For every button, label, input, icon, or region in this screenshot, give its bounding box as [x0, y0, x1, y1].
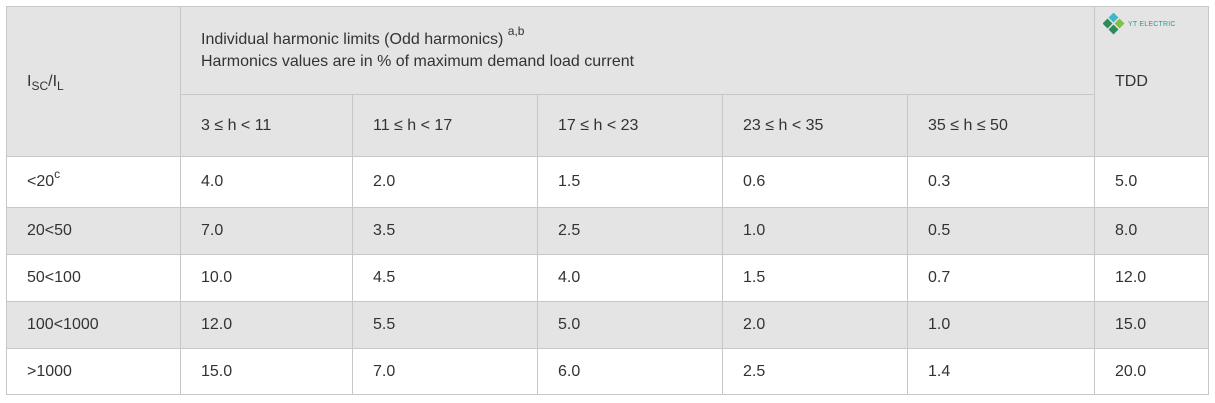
table-row: 50<100 10.0 4.5 4.0 1.5 0.7 12.0 — [6, 254, 1210, 302]
ratio-cell: 20<50 — [6, 207, 181, 255]
value-cell: 5.5 — [352, 301, 538, 349]
tdd-cell: 20.0 — [1094, 348, 1210, 395]
value-cell: 1.0 — [906, 301, 1096, 349]
range-header-1: 11 ≤ h < 17 — [352, 94, 538, 157]
tdd-header-cell: YT ELECTRIC TDD — [1094, 6, 1210, 157]
value-cell: 7.0 — [352, 348, 538, 395]
value-cell: 0.5 — [906, 207, 1096, 255]
range-header-3: 23 ≤ h < 35 — [722, 94, 908, 157]
value-cell: 1.5 — [722, 254, 908, 302]
table-row: 20<50 7.0 3.5 2.5 1.0 0.5 8.0 — [6, 207, 1210, 255]
value-cell: 2.5 — [722, 348, 908, 395]
harmonic-title-line2: Harmonics values are in % of maximum dem… — [201, 52, 635, 70]
value-cell: 1.4 — [906, 348, 1096, 395]
logo-text: YT ELECTRIC — [1128, 20, 1176, 28]
tdd-header-label: TDD — [1115, 72, 1148, 90]
value-cell: 4.0 — [537, 254, 723, 302]
value-cell: 3.5 — [352, 207, 538, 255]
value-cell: 4.5 — [352, 254, 538, 302]
value-cell: 6.0 — [537, 348, 723, 395]
tdd-cell: 8.0 — [1094, 207, 1210, 255]
table-row: >1000 15.0 7.0 6.0 2.5 1.4 20.0 — [6, 348, 1210, 395]
value-cell: 0.7 — [906, 254, 1096, 302]
value-cell: 10.0 — [180, 254, 353, 302]
table-row: 100<1000 12.0 5.5 5.0 2.0 1.0 15.0 — [6, 301, 1210, 349]
ratio-cell: 100<1000 — [6, 301, 181, 349]
header-row-top: ISC/IL Individual harmonic limits (Odd h… — [6, 6, 1210, 157]
value-cell: 5.0 — [537, 301, 723, 349]
harmonic-limits-title-cell: Individual harmonic limits (Odd harmonic… — [179, 6, 1096, 95]
ratio-cell: >1000 — [6, 348, 181, 395]
ratio-header-cell: ISC/IL — [6, 6, 181, 157]
table-row: <20c 4.0 2.0 1.5 0.6 0.3 5.0 — [6, 156, 1210, 208]
value-cell: 2.0 — [722, 301, 908, 349]
value-cell: 0.3 — [906, 156, 1096, 208]
tdd-cell: 15.0 — [1094, 301, 1210, 349]
yt-electric-logo: YT ELECTRIC — [1103, 13, 1176, 35]
tdd-cell: 12.0 — [1094, 254, 1210, 302]
value-cell: 4.0 — [180, 156, 353, 208]
value-cell: 2.0 — [352, 156, 538, 208]
ratio-cell: 50<100 — [6, 254, 181, 302]
ratio-header-label: ISC/IL — [27, 72, 64, 93]
value-cell: 2.5 — [537, 207, 723, 255]
range-header-0: 3 ≤ h < 11 — [180, 94, 353, 157]
value-cell: 0.6 — [722, 156, 908, 208]
range-header-4: 35 ≤ h ≤ 50 — [906, 94, 1096, 157]
header-row-ranges: 3 ≤ h < 11 11 ≤ h < 17 17 ≤ h < 23 23 ≤ … — [6, 94, 1209, 157]
tdd-cell: 5.0 — [1094, 156, 1210, 208]
yt-electric-diamond-icon — [1103, 13, 1125, 35]
ratio-cell: <20c — [6, 156, 181, 208]
harmonic-limits-table: ISC/IL Individual harmonic limits (Odd h… — [6, 6, 1210, 395]
range-header-2: 17 ≤ h < 23 — [537, 94, 723, 157]
value-cell: 12.0 — [180, 301, 353, 349]
value-cell: 15.0 — [180, 348, 353, 395]
value-cell: 1.5 — [537, 156, 723, 208]
harmonic-title-line1: Individual harmonic limits (Odd harmonic… — [201, 24, 525, 48]
value-cell: 1.0 — [722, 207, 908, 255]
value-cell: 7.0 — [180, 207, 353, 255]
